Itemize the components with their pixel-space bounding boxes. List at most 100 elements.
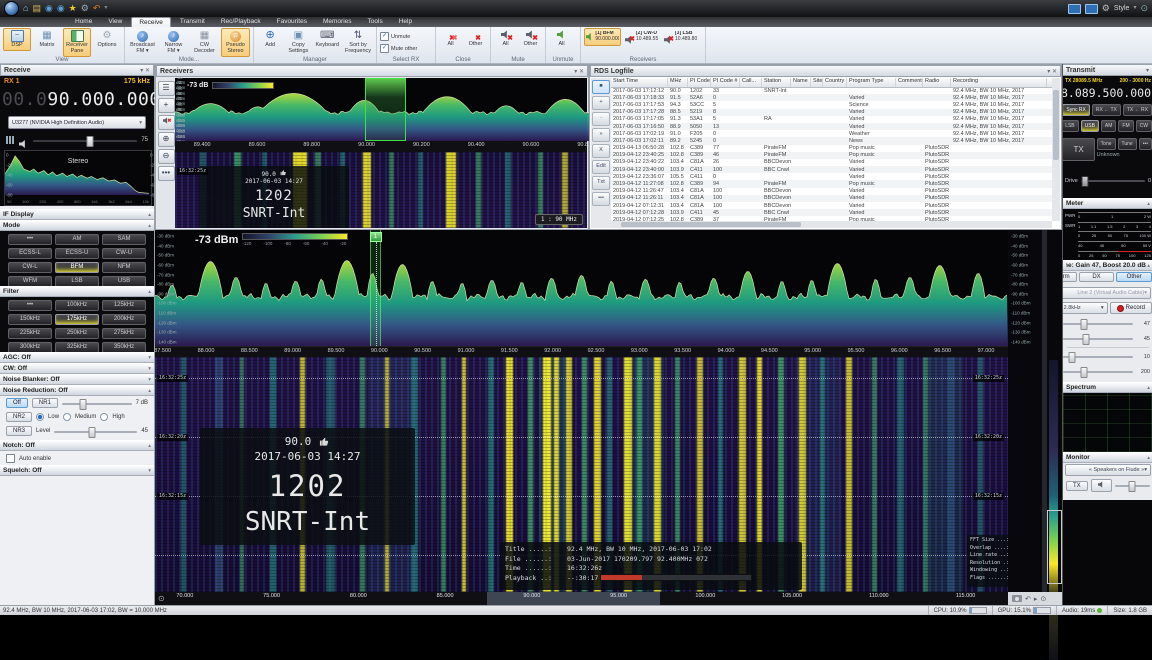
- mute-other-checkbox[interactable]: ✓ Mute other: [380, 44, 418, 53]
- nr1-slider[interactable]: [61, 398, 132, 410]
- receiver-pane-button[interactable]: Receiver Pane: [63, 28, 91, 57]
- mic-dx-button[interactable]: DX: [1078, 272, 1115, 282]
- panel-controls[interactable]: ▾ ✕: [140, 67, 150, 74]
- visible-span-highlight[interactable]: [486, 592, 660, 605]
- mic-boost-slider[interactable]: [1063, 334, 1133, 345]
- panel-controls[interactable]: ▾ ✕: [574, 68, 584, 75]
- monitor-volume-slider[interactable]: [1114, 481, 1150, 492]
- grid-button-cwu[interactable]: CW-U: [102, 248, 146, 259]
- copy-settings-button[interactable]: ▣ Copy Settings: [288, 29, 309, 54]
- rds-row[interactable]: 2019-04-12 23:36:07 105.5 C411 0 Varied Pluto…: [611, 173, 1052, 180]
- undo-icon[interactable]: ↶: [92, 3, 101, 13]
- rds-row[interactable]: 2017-06-03 17:17:53 94.3 53CC 5 Science 92.4 …: [611, 101, 1052, 108]
- speaker-icon[interactable]: [19, 136, 29, 149]
- grid-button-225khz[interactable]: 225kHz: [8, 328, 52, 339]
- style-dropdown-icon[interactable]: ▾: [1133, 5, 1137, 11]
- tab-help[interactable]: Help: [398, 18, 413, 25]
- home-icon[interactable]: ⌂: [23, 3, 29, 13]
- nr1-button[interactable]: NR1: [31, 398, 58, 408]
- lsb-button[interactable]: LSB: [1063, 120, 1079, 132]
- tone-button[interactable]: Tone: [1096, 138, 1116, 150]
- delete-icon[interactable]: X: [592, 144, 610, 158]
- qat-dropdown-icon[interactable]: ▾: [104, 5, 108, 11]
- narrow-fm-button[interactable]: ♪ Narrow FM ▾: [159, 28, 188, 57]
- tab-home[interactable]: Home: [75, 18, 93, 25]
- gear-icon[interactable]: ⚙: [1101, 3, 1110, 13]
- mute-all-button[interactable]: ✖ All: [494, 28, 517, 50]
- grid-button-150khz[interactable]: 150kHz: [8, 314, 52, 325]
- folder-icon[interactable]: ▤: [32, 3, 41, 13]
- rx-from-tx-button[interactable]: RX ← TX: [1091, 104, 1121, 116]
- splitter[interactable]: [1042, 230, 1047, 605]
- matrix-button[interactable]: ▦ Matrix: [39, 29, 55, 48]
- style-menu[interactable]: Style: [1113, 5, 1130, 12]
- cw-button[interactable]: CW: [1135, 120, 1152, 132]
- dsp-button[interactable]: ~ DSP: [3, 28, 31, 51]
- add-icon[interactable]: +: [592, 96, 610, 110]
- sort-by-frequency-button[interactable]: ⇅ Sort by Frequency: [345, 29, 372, 54]
- snapshot-icon[interactable]: [1012, 595, 1022, 602]
- section-mode[interactable]: Mode ▴: [0, 220, 154, 231]
- zoom-out-icon[interactable]: ⊖: [157, 149, 175, 164]
- rds-column-header[interactable]: PI Code: [688, 78, 711, 87]
- tx-button[interactable]: TX: [1063, 138, 1095, 161]
- tab-rec-playback[interactable]: Rec/Playback: [220, 18, 261, 25]
- grid-button-bfm[interactable]: BFM: [55, 262, 99, 273]
- waterfall-frequency-axis[interactable]: ⊙ 70.000 75.000 80.000 85.000 90.000 95.000 10…: [155, 592, 1008, 605]
- grid-button-275khz[interactable]: 275kHz: [102, 328, 146, 339]
- section-squelch[interactable]: Squelch: Off ▾: [0, 465, 154, 476]
- tuning-selection[interactable]: [364, 78, 406, 141]
- rds-row[interactable]: 2017-06-03 17:16:50 88.9 5050 13 Varied 92.4 …: [611, 122, 1052, 131]
- rds-row[interactable]: 2019-04-12 11:26:11 103.4 C81A 100 BBCDevon V…: [611, 194, 1052, 202]
- grid-button-175khz[interactable]: 175kHz: [55, 314, 99, 325]
- receiver-2-button[interactable]: ✖ [2] CW-U10.489.554.250 ▾: [623, 28, 660, 46]
- volume-slider[interactable]: [33, 135, 138, 147]
- palette-range-handle[interactable]: [1047, 510, 1062, 584]
- am-button[interactable]: AM: [1100, 120, 1117, 132]
- grid-button-nfm[interactable]: NFM: [102, 262, 146, 273]
- mic-bandwidth-select[interactable]: 2.8kHz ▾: [1063, 302, 1108, 314]
- monitor-tx-button[interactable]: TX: [1066, 480, 1088, 491]
- tab-tools[interactable]: Tools: [367, 18, 383, 25]
- playback-icon[interactable]: ◉: [56, 3, 65, 13]
- rds-column-header[interactable]: Start Time: [611, 78, 668, 87]
- zoom-in-icon[interactable]: ⊕: [157, 132, 175, 147]
- tab-view[interactable]: View: [108, 18, 123, 25]
- unmute-all-button[interactable]: All: [549, 28, 574, 50]
- tab-favourites[interactable]: Favourites: [276, 18, 307, 25]
- section-monitor[interactable]: Monitor ▴: [1063, 452, 1152, 463]
- rds-table-header[interactable]: Start Time MHz PI Code PI Code # Call... Stat…: [611, 78, 1052, 88]
- mic-other-button[interactable]: Other: [1116, 272, 1152, 282]
- rds-row[interactable]: 2019-04-13 06:50:28 102.8 C389 77 PirateFM Po…: [611, 145, 1052, 152]
- unmute-checkbox[interactable]: ✓ Unmute: [380, 32, 411, 41]
- tab-transmit[interactable]: Transmit: [179, 18, 205, 25]
- add-icon[interactable]: +: [157, 98, 175, 113]
- drive-slider[interactable]: [1080, 176, 1145, 187]
- target-icon[interactable]: ⊙: [1040, 595, 1047, 603]
- close-other-button[interactable]: ✖ Other: [464, 28, 487, 50]
- mute-icon[interactable]: ✖: [157, 115, 175, 130]
- palette-bar[interactable]: [242, 233, 349, 240]
- remove-icon[interactable]: ·: [592, 112, 610, 126]
- tab-memories[interactable]: Memories: [322, 18, 352, 25]
- add-button[interactable]: ⊕ Add: [265, 29, 276, 48]
- mini-frequency-axis[interactable]: 89.400 89.600 89.800 90.000 90.200 90.400 90.6…: [175, 141, 587, 152]
- rds-row[interactable]: 2019-04-12 11:27:08 102.8 C389 94 PirateFM Po…: [611, 180, 1052, 188]
- grid-button-200khz[interactable]: 200kHz: [102, 314, 146, 325]
- spectrum-frequency-axis[interactable]: 87.500 88.000 88.500 89.000 89.500 90.000 90.5…: [155, 346, 1008, 358]
- keyboard-button[interactable]: ⌨ Keyboard: [315, 29, 340, 48]
- grid-button-ecssu[interactable]: ECSS-U: [55, 248, 99, 259]
- favourite-star-icon[interactable]: ★: [68, 3, 77, 13]
- app-logo-icon[interactable]: [4, 1, 19, 16]
- more-button[interactable]: •••: [1138, 138, 1152, 150]
- rds-column-header[interactable]: Radio: [923, 78, 951, 87]
- monitor-device-select[interactable]: « Speakers on Fiude » ▾: [1065, 464, 1151, 476]
- grid-button-sam[interactable]: SAM: [102, 234, 146, 245]
- rds-row[interactable]: 2019-04-12 11:26:47 103.4 C81A 100 BBCDevon V…: [611, 188, 1052, 195]
- frequency-display[interactable]: 00.090.000.000: [2, 89, 161, 110]
- audio-device-select[interactable]: U3277 (NVIDIA High Definition Audio) ▾: [8, 116, 146, 129]
- section-noise-reduction[interactable]: Noise Reduction: Off ▴: [0, 385, 154, 396]
- rds-row[interactable]: 2019-04-12 07:12:25 102.8 C389 37 PirateFM Po…: [611, 216, 1052, 221]
- play-icon[interactable]: ▸: [1033, 595, 1038, 603]
